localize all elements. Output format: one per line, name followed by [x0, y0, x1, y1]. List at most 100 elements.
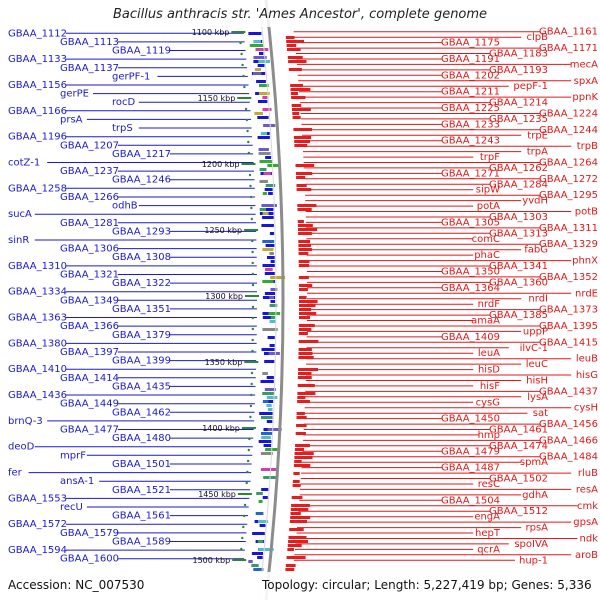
feature-annotation-block	[263, 124, 276, 127]
feature-annotation-block	[269, 304, 278, 307]
reverse-gene-label: hisG	[576, 370, 598, 381]
forward-gene-feature	[269, 344, 275, 347]
reverse-gene-feature	[291, 496, 303, 499]
feature-annotation-block	[253, 56, 267, 59]
feature-annotation-block	[261, 432, 273, 435]
forward-gene-label: GBAA_1113	[60, 37, 119, 48]
forward-gene-label: fer	[8, 468, 23, 479]
reverse-gene-label: GBAA_1224	[539, 109, 598, 120]
feature-annotation-block	[266, 396, 278, 399]
reverse-gene-label: lysA	[527, 392, 548, 403]
reverse-gene-label: GBAA_1437	[539, 386, 598, 397]
forward-gene-label: GBAA_1572	[8, 519, 67, 530]
reverse-gene-label: GBAA_1466	[539, 435, 598, 446]
reverse-gene-label: GBAA_1175	[441, 38, 500, 49]
reverse-gene-label: trpE	[527, 130, 548, 141]
feature-annotation-block	[262, 372, 268, 375]
scale-minor-tick	[239, 41, 242, 45]
reverse-gene-feature	[287, 56, 303, 59]
reverse-gene-feature	[292, 480, 300, 483]
reverse-gene-label: ndk	[580, 534, 599, 545]
forward-gene-feature	[256, 80, 266, 83]
forward-gene-label: GBAA_1594	[8, 545, 67, 556]
feature-annotation-block	[262, 240, 275, 243]
reverse-gene-feature	[294, 140, 310, 143]
reverse-gene-feature	[295, 444, 310, 447]
reverse-gene-feature	[292, 484, 301, 487]
reverse-gene-feature	[299, 312, 317, 315]
reverse-gene-label: GBAA_1409	[441, 332, 500, 343]
scale-tick-label: 1250 kbp	[204, 226, 242, 235]
forward-gene-feature	[262, 216, 274, 219]
reverse-gene-label: potB	[575, 207, 598, 218]
scale-tick-label: 1350 kbp	[205, 358, 243, 367]
feature-annotation-block	[254, 68, 261, 71]
forward-gene-label: GBAA_1436	[8, 390, 67, 401]
scale-minor-tick	[242, 74, 245, 78]
reverse-gene-label: phaC	[474, 250, 500, 261]
reverse-gene-feature	[296, 424, 307, 427]
scale-minor-tick	[251, 239, 254, 243]
feature-annotation-block	[255, 48, 269, 51]
scale-minor-tick	[244, 107, 248, 111]
reverse-gene-feature	[295, 432, 306, 435]
forward-gene-label: GBAA_1477	[60, 425, 119, 436]
scale-minor-tick	[251, 327, 254, 331]
forward-gene-label: GBAA_1561	[112, 511, 171, 522]
forward-gene-label: GBAA_1366	[60, 321, 119, 332]
reverse-gene-label: resC	[478, 479, 500, 490]
scale-minor-tick	[249, 184, 252, 188]
forward-gene-label: GBAA_1501	[112, 459, 171, 470]
reverse-gene-label: nrdI	[528, 294, 548, 305]
forward-gene-feature	[264, 360, 275, 363]
scale-minor-tick	[251, 338, 254, 342]
reverse-gene-label: uppP	[523, 326, 548, 337]
forward-gene-feature	[265, 156, 272, 159]
forward-gene-label: GBAA_1196	[8, 132, 67, 143]
feature-annotation-block	[258, 148, 269, 151]
reverse-gene-feature	[294, 448, 304, 451]
forward-gene-feature	[258, 100, 268, 103]
feature-annotation-block	[270, 316, 276, 319]
reverse-gene-label: nrdF	[478, 299, 501, 310]
reverse-gene-feature	[298, 328, 312, 331]
reverse-gene-label: GBAA_1272	[539, 174, 598, 185]
reverse-gene-label: qcrA	[477, 544, 500, 555]
reverse-gene-feature	[298, 340, 319, 343]
reverse-gene-label: leuC	[526, 359, 548, 370]
feature-annotation-block	[270, 276, 286, 279]
reverse-gene-label: spoIVA	[514, 539, 548, 550]
reverse-gene-label: GBAA_1183	[489, 49, 548, 60]
forward-gene-label: GBAA_1308	[112, 252, 171, 263]
reverse-gene-feature	[290, 508, 309, 511]
reverse-gene-feature	[296, 416, 307, 419]
reverse-gene-feature	[298, 332, 308, 335]
reverse-gene-label: hmp	[478, 430, 500, 441]
reverse-gene-feature	[293, 472, 300, 475]
feature-annotation-block	[268, 352, 280, 355]
feature-annotation-block	[263, 172, 271, 175]
reverse-gene-label: trpA	[527, 147, 548, 158]
backbone-arc	[264, 0, 285, 600]
reverse-gene-feature	[291, 104, 302, 107]
reverse-gene-label: trpF	[480, 152, 500, 163]
reverse-gene-feature	[299, 316, 310, 319]
feature-annotation-block	[258, 500, 263, 503]
forward-gene-label: GBAA_1449	[60, 399, 119, 410]
forward-gene-feature	[259, 412, 273, 415]
feature-annotation-block	[249, 44, 264, 47]
feature-annotation-block	[258, 548, 274, 551]
reverse-gene-label: rpsA	[525, 523, 548, 534]
forward-gene-label: GBAA_1351	[112, 304, 171, 315]
reverse-gene-label: potA	[477, 201, 500, 212]
reverse-gene-feature	[298, 244, 312, 247]
forward-gene-label: GBAA_1156	[8, 80, 67, 91]
forward-gene-label: odhB	[112, 201, 138, 212]
forward-gene-feature	[267, 256, 275, 259]
feature-annotation-block	[262, 328, 278, 331]
reverse-gene-label: ppnK	[572, 92, 598, 103]
reverse-gene-label: cysH	[574, 403, 598, 414]
reverse-gene-label: GBAA_1385	[489, 310, 548, 321]
forward-gene-label: sinR	[8, 235, 29, 246]
